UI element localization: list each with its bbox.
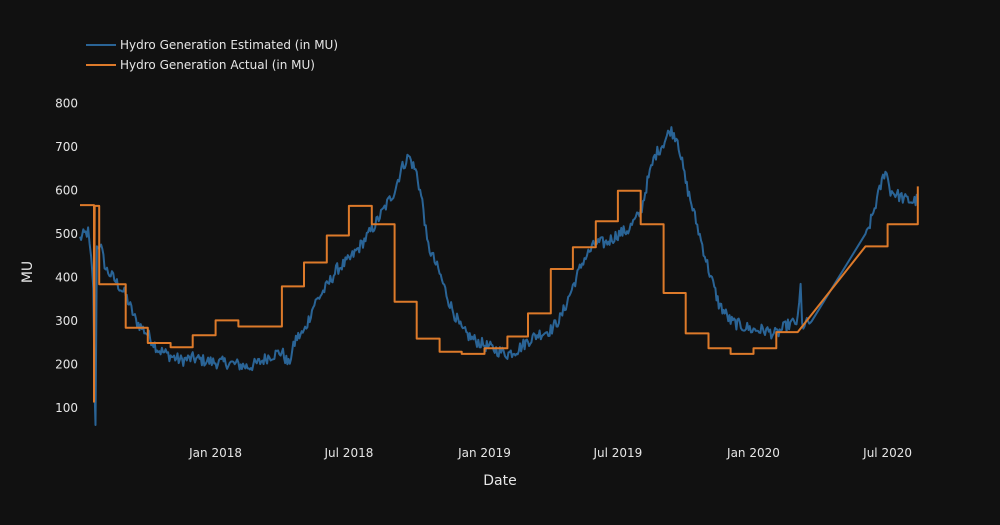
y-tick-label: 700: [55, 140, 78, 154]
x-tick-label: Jan 2018: [188, 446, 242, 460]
legend-label-estimated: Hydro Generation Estimated (in MU): [120, 38, 338, 52]
legend-label-actual: Hydro Generation Actual (in MU): [120, 58, 315, 72]
y-tick-label: 100: [55, 401, 78, 415]
plot-area[interactable]: [79, 126, 919, 426]
y-tick-label: 800: [55, 97, 78, 111]
series-line-estimated[interactable]: [79, 126, 919, 426]
y-tick-label: 600: [55, 184, 78, 198]
y-tick-label: 200: [55, 358, 78, 372]
y-tick-label: 500: [55, 227, 78, 241]
x-tick-label: Jul 2018: [324, 446, 374, 460]
x-tick-label: Jan 2020: [726, 446, 780, 460]
legend-item-actual[interactable]: Hydro Generation Actual (in MU): [86, 58, 315, 72]
y-axis-ticks: 100 200 300 400 500 600 700 800: [55, 97, 78, 416]
y-axis-title: MU: [20, 261, 36, 283]
y-tick-label: 300: [55, 314, 78, 328]
legend-item-estimated[interactable]: Hydro Generation Estimated (in MU): [86, 38, 338, 52]
x-tick-label: Jan 2019: [457, 446, 511, 460]
x-tick-label: Jul 2019: [592, 446, 642, 460]
legend[interactable]: Hydro Generation Estimated (in MU) Hydro…: [86, 38, 338, 72]
y-tick-label: 400: [55, 271, 78, 285]
x-axis-ticks: Jan 2018 Jul 2018 Jan 2019 Jul 2019 Jan 2020…: [188, 446, 912, 460]
x-axis-title: Date: [483, 473, 516, 489]
x-tick-label: Jul 2020: [862, 446, 912, 460]
series-line-actual[interactable]: [80, 186, 919, 403]
